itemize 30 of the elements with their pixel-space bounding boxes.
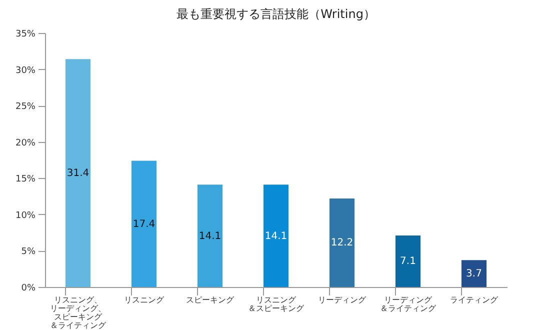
bar [65,59,91,287]
y-tick-label: 35% [15,30,36,40]
x-tick-label: リスニング [124,296,165,304]
x-tick-label: ライティング [450,296,499,304]
y-tick-label: 30% [15,66,36,76]
y-tick-label: 10% [15,210,36,221]
data-label: 14.1 [198,230,222,242]
data-label: 14.1 [264,230,288,242]
y-tick-label: 25% [15,102,36,112]
y-tick-label: 15% [15,174,36,185]
bar [461,260,487,287]
data-label: 3.7 [466,268,482,280]
x-tick-label: リーディング [318,296,367,304]
data-label: 31.4 [66,168,90,180]
x-tick-label: リスニング＆スピーキング [248,296,305,313]
data-label: 7.1 [400,256,416,268]
x-tick-label: リスニング、リーディング、スピーキング＆ライティング [50,296,107,330]
chart-title: 最も重要視する言語技能（Writing） [176,7,376,21]
bar [263,184,289,287]
bar [395,235,421,287]
bar [197,184,223,287]
data-label: 17.4 [132,218,156,230]
bar [329,198,355,287]
data-label: 12.2 [330,238,354,249]
y-tick-label: 20% [15,138,36,148]
bar [131,160,157,287]
x-tick-label: リーディング＆ライティング [380,296,437,313]
y-tick-label: 0% [21,284,36,294]
x-tick-label: スピーキング [186,296,235,304]
y-tick-label: 5% [21,247,36,258]
